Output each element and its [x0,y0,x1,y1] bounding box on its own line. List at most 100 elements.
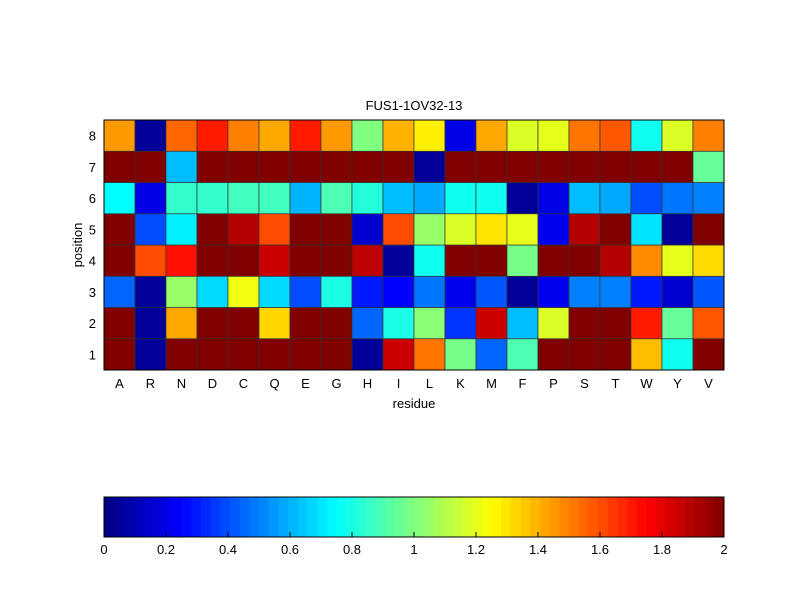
colorbar-segment [549,497,560,537]
heatmap-cell-E-3 [289,275,322,308]
heatmap-cell-W-7 [630,150,663,183]
heatmap-cell-T-2 [599,307,632,340]
colorbar-segment [210,497,221,537]
colorbar-segment [501,497,512,537]
heatmap-cell-R-5 [134,213,167,246]
heatmap-cell-W-3 [630,275,663,308]
x-tick-label: D [208,376,217,391]
heatmap-cell-M-8 [475,119,508,152]
heatmap-cell-P-6 [537,182,570,215]
heatmap-cell-G-2 [320,307,353,340]
colorbar-segment [685,497,696,537]
heatmap-cell-D-5 [196,213,229,246]
heatmap-cell-N-1 [165,338,198,371]
heatmap-cell-V-7 [692,150,725,183]
colorbar-segment [607,497,618,537]
heatmap-cell-S-7 [568,150,601,183]
x-axis-label: residue [393,396,436,411]
colorbar-segment [636,497,647,537]
heatmap-cell-A-1 [103,338,136,371]
heatmap-cell-L-4 [413,244,446,277]
colorbar-segment [704,497,715,537]
heatmap-cell-W-6 [630,182,663,215]
heatmap-cell-K-4 [444,244,477,277]
colorbar-segment [220,497,231,537]
heatmap-cell-L-1 [413,338,446,371]
colorbar-segment [588,497,599,537]
colorbar-segment [171,497,182,537]
heatmap-cell-W-2 [630,307,663,340]
heatmap-cell-E-5 [289,213,322,246]
colorbar-segment [491,497,502,537]
heatmap-cell-W-5 [630,213,663,246]
heatmap-cell-V-2 [692,307,725,340]
heatmap-cell-C-1 [227,338,260,371]
heatmap-cell-Q-6 [258,182,291,215]
heatmap-cell-N-5 [165,213,198,246]
colorbar-segment [355,497,367,537]
heatmap-cell-K-5 [444,213,477,246]
heatmap-cell-A-6 [103,182,136,215]
colorbar-segment [268,497,279,537]
heatmap-cell-E-1 [289,338,322,371]
colorbar-segment [113,497,124,537]
colorbar-segment [530,497,541,537]
y-tick-label: 6 [89,191,96,206]
heatmap-cell-Y-3 [661,275,694,308]
colorbar-segment [472,497,483,537]
y-tick-label: 5 [89,222,96,237]
colorbar-segment [123,497,134,537]
heatmap-cell-F-6 [506,182,539,215]
colorbar-segment [317,497,328,537]
heatmap-cell-P-3 [537,275,570,308]
heatmap-cell-Y-2 [661,307,694,340]
heatmap-cell-M-6 [475,182,508,215]
colorbar-tick-label: 0.6 [281,542,299,557]
heatmap-cell-M-3 [475,275,508,308]
heatmap-cell-R-2 [134,307,167,340]
heatmap-cell-E-7 [289,150,322,183]
heatmap-cell-I-5 [382,213,415,246]
heatmap-cell-Q-8 [258,119,291,152]
heatmap-cell-S-1 [568,338,601,371]
heatmap-cell-K-2 [444,307,477,340]
x-tick-label: M [486,376,497,391]
heatmap-cell-M-2 [475,307,508,340]
y-tick-label: 3 [89,285,96,300]
colorbar-segment [520,497,531,537]
heatmap-cell-N-4 [165,244,198,277]
colorbar-tick-label: 0.2 [157,542,175,557]
colorbar-segment [307,497,318,537]
heatmap-cell-A-2 [103,307,136,340]
y-tick-label: 7 [89,160,96,175]
heatmap-cell-R-1 [134,338,167,371]
colorbar-segment [598,497,609,537]
heatmap-cell-Q-5 [258,213,291,246]
heatmap-cell-Q-2 [258,307,291,340]
x-tick-label: H [363,376,372,391]
colorbar-tick-label: 0.8 [343,542,361,557]
colorbar-segment [346,497,357,537]
colorbar-segment [104,497,115,537]
heatmap-cell-A-7 [103,150,136,183]
heatmap-cell-L-6 [413,182,446,215]
colorbar-segment [510,497,522,537]
colorbar-segment [191,497,202,537]
heatmap-cell-A-3 [103,275,136,308]
colorbar-segment [297,497,308,537]
heatmap-cell-Y-6 [661,182,694,215]
heatmap-cell-V-6 [692,182,725,215]
colorbar-tick-label: 1.6 [591,542,609,557]
colorbar-segment [539,497,551,537]
heatmap-cell-Y-8 [661,119,694,152]
heatmap-cell-V-4 [692,244,725,277]
colorbar-segment [481,497,492,537]
heatmap-cell-R-7 [134,150,167,183]
colorbar-segment [259,497,270,537]
colorbar-segment [433,497,444,537]
x-tick-label: F [519,376,527,391]
heatmap-cell-D-6 [196,182,229,215]
y-tick-label: 2 [89,316,96,331]
colorbar-segment [404,497,415,537]
heatmap-cell-C-4 [227,244,260,277]
